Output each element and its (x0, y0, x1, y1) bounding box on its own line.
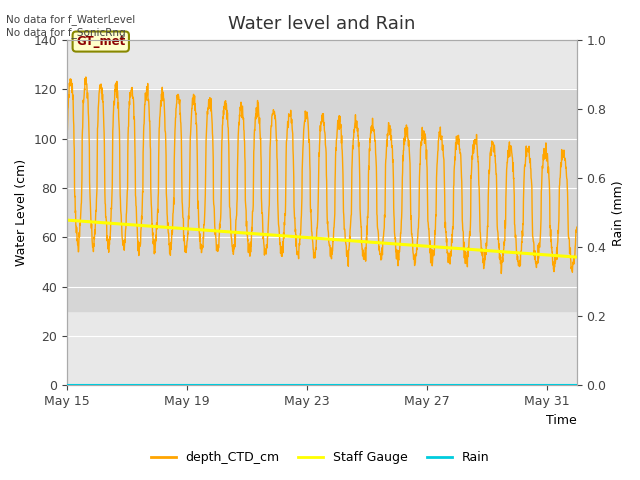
depth_CTD_cm (82, 74, 90, 80)
depth_CTD_cm (558, 157, 566, 163)
Rain (547, 383, 555, 388)
depth_CTD_cm (90, 249, 97, 254)
Line: Staff Gauge: Staff Gauge (67, 220, 577, 257)
Text: GT_met: GT_met (76, 35, 125, 48)
Text: No data for f_WaterLevel
No data for f_SonicRng: No data for f_WaterLevel No data for f_S… (6, 14, 136, 38)
Bar (67, 89, 577, 312)
X-axis label: Time: Time (546, 414, 577, 427)
depth_CTD_cm (573, 224, 580, 230)
depth_CTD_cm (63, 132, 71, 137)
Rain (161, 383, 169, 388)
Title: Water level and Rain: Water level and Rain (228, 15, 415, 33)
depth_CTD_cm (497, 271, 505, 276)
Rain (367, 383, 374, 388)
Staff Gauge (65, 217, 73, 223)
Rain (63, 383, 71, 388)
Line: depth_CTD_cm: depth_CTD_cm (67, 77, 577, 274)
Staff Gauge (525, 251, 533, 256)
depth_CTD_cm (465, 247, 472, 253)
Staff Gauge (573, 254, 580, 260)
Rain (326, 383, 333, 388)
Staff Gauge (63, 217, 71, 223)
Staff Gauge (367, 239, 374, 245)
depth_CTD_cm (298, 204, 305, 210)
Y-axis label: Water Level (cm): Water Level (cm) (15, 159, 28, 266)
Staff Gauge (375, 240, 383, 246)
Staff Gauge (365, 239, 372, 245)
depth_CTD_cm (559, 151, 566, 156)
Rain (182, 383, 189, 388)
Y-axis label: Rain (mm): Rain (mm) (612, 180, 625, 246)
Staff Gauge (493, 249, 500, 254)
Legend: depth_CTD_cm, Staff Gauge, Rain: depth_CTD_cm, Staff Gauge, Rain (145, 446, 495, 469)
depth_CTD_cm (311, 254, 319, 260)
Rain (532, 383, 540, 388)
Rain (573, 383, 580, 388)
